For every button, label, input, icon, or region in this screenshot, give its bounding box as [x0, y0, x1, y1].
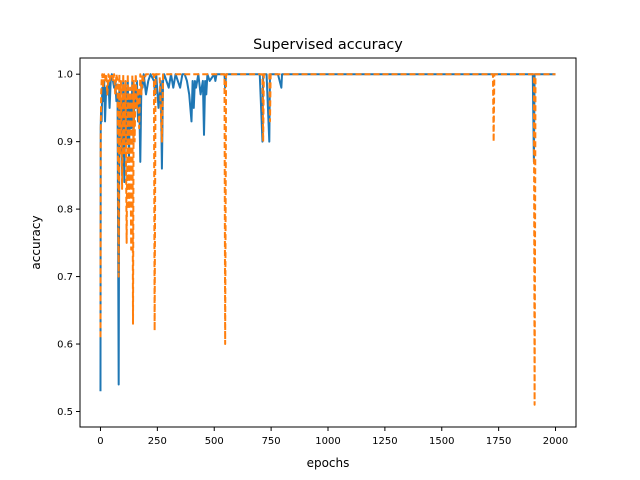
y-tick-label: 0.6: [57, 340, 73, 351]
y-tick-label: 1.0: [57, 70, 73, 81]
x-tick-label: 1750: [486, 436, 511, 447]
series-line-2: [99, 73, 556, 406]
x-tick-label: 1000: [315, 436, 340, 447]
x-axis-label: epochs: [307, 456, 350, 470]
y-tick-label: 0.8: [57, 205, 73, 216]
series-line-1: [99, 73, 556, 392]
x-tick-label: 1500: [429, 436, 454, 447]
y-tick-label: 0.5: [57, 407, 73, 418]
y-axis-label: accuracy: [29, 215, 43, 269]
x-axis: 0 250 500 750 1000 1250 1500 1750 2000: [97, 427, 568, 447]
x-tick-label: 0: [97, 436, 103, 447]
x-tick-label: 2000: [543, 436, 568, 447]
x-tick-label: 1250: [372, 436, 397, 447]
x-tick-label: 750: [262, 436, 281, 447]
plot-area: [99, 73, 556, 406]
x-tick-label: 500: [205, 436, 224, 447]
y-tick-label: 0.7: [57, 272, 73, 283]
y-tick-label: 0.9: [57, 137, 73, 148]
y-axis: 0.5 0.6 0.7 0.8 0.9 1.0: [57, 70, 80, 418]
chart-title: Supervised accuracy: [253, 37, 403, 53]
x-tick-label: 250: [148, 436, 167, 447]
